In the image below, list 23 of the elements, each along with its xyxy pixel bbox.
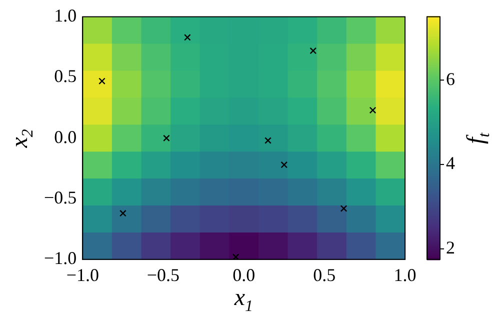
y-tick-label: −0.5 <box>44 187 77 208</box>
point <box>184 34 191 41</box>
x-axis-title: x$_{1}$ <box>234 285 253 316</box>
point <box>264 137 272 144</box>
color-bar-label: 4 <box>446 153 455 174</box>
point <box>310 47 317 54</box>
y-tick-label: 0.0 <box>54 126 77 147</box>
x-tick-label: −0.5 <box>146 264 180 285</box>
y-tick-label: −1.0 <box>44 248 77 268</box>
y-tick-label: 1.0 <box>54 6 77 26</box>
point <box>163 134 170 142</box>
point <box>280 161 288 168</box>
color-bar-label: 6 <box>446 68 455 89</box>
x-tick-label: 0.0 <box>232 264 256 285</box>
x-tick-label: 0.5 <box>313 264 336 285</box>
x-tick-label: 1.0 <box>394 264 416 285</box>
point <box>98 78 106 85</box>
point <box>120 210 126 217</box>
point <box>232 254 240 260</box>
point <box>340 205 348 212</box>
color-bar-label: 2 <box>446 238 455 258</box>
y-tick-label: 0.5 <box>54 66 77 86</box>
point <box>369 106 376 114</box>
